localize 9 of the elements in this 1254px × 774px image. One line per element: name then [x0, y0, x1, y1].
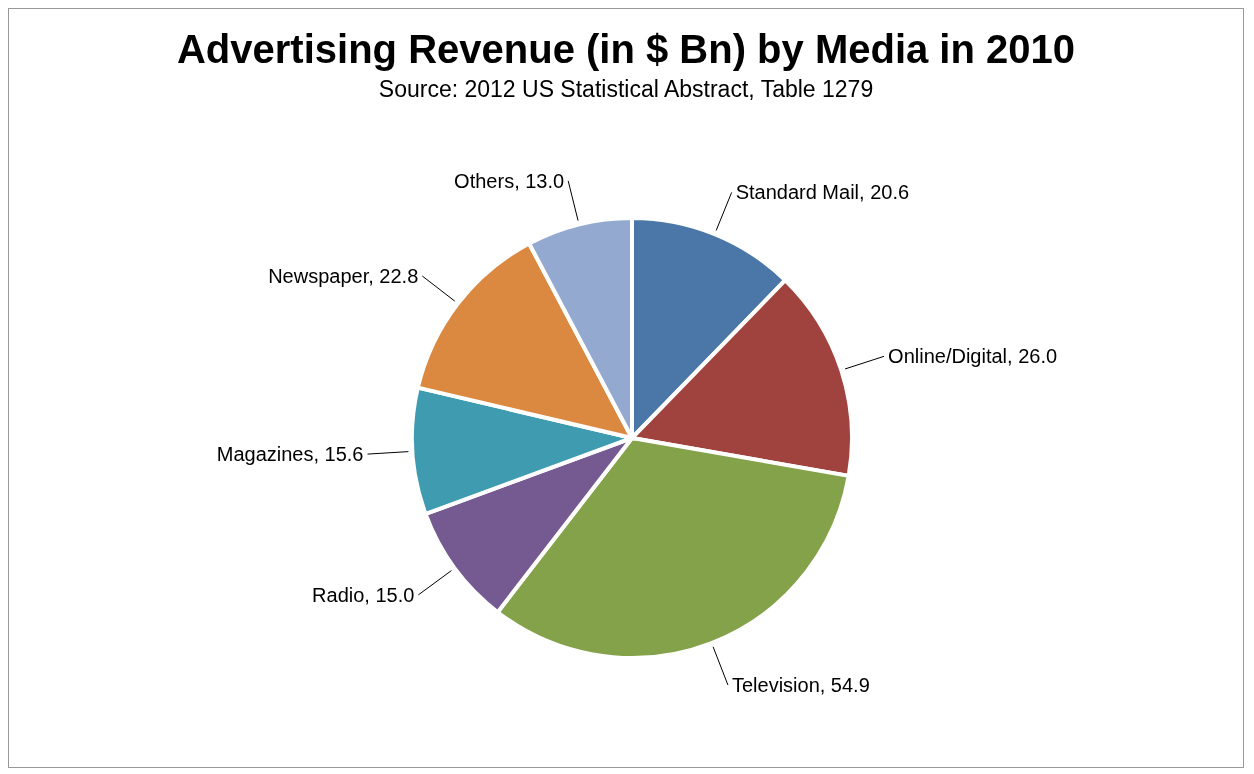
chart-subtitle: Source: 2012 US Statistical Abstract, Table 1279	[377, 76, 875, 103]
slice-label: Magazines, 15.6	[216, 443, 364, 466]
slice-label: Online/Digital, 26.0	[888, 345, 1058, 368]
slice-label: Standard Mail, 20.6	[735, 181, 910, 204]
slice-label: Television, 54.9	[731, 674, 870, 697]
chart-title: Advertising Revenue (in $ Bn) by Media in 2010	[176, 27, 1076, 72]
slice-label: Others, 13.0	[454, 169, 565, 192]
slice-label: Newspaper, 22.8	[268, 265, 419, 288]
slice-label: Radio, 15.0	[312, 583, 415, 606]
